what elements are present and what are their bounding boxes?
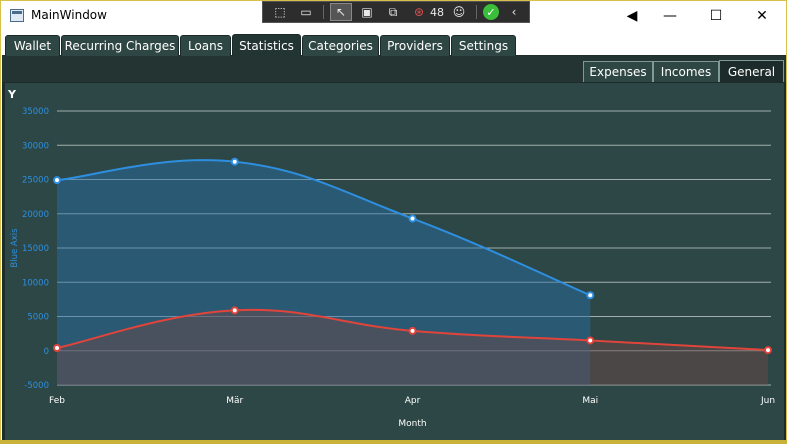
frame-rate-icon[interactable]: ⊛ bbox=[413, 5, 425, 19]
title-bar[interactable]: MainWindow ⬚ ▭ ↖ ▣ ⧉ ⊛ 48 ☺ ✓ ‹ ◀ — ☐ ✕ bbox=[1, 1, 786, 31]
x-tick-label: Feb bbox=[49, 396, 65, 406]
window-title: MainWindow bbox=[31, 8, 107, 22]
series-area-1 bbox=[57, 160, 591, 385]
tab-recurring-charges[interactable]: Recurring Charges bbox=[61, 35, 179, 56]
statistics-chart[interactable]: Y 35000 30000 25000 20000 15000 10000 5000 0 -500… bbox=[5, 83, 784, 442]
tab-categories[interactable]: Categories bbox=[302, 35, 379, 56]
data-point bbox=[408, 214, 417, 223]
data-point bbox=[408, 326, 417, 335]
accessibility-icon[interactable]: ☺ bbox=[452, 5, 466, 19]
main-tab-strip: Wallet Recurring Charges Loans Statistic… bbox=[2, 31, 786, 56]
x-tick-label: Apr bbox=[405, 396, 421, 406]
subtab-incomes[interactable]: Incomes bbox=[653, 61, 719, 82]
track-focus-icon[interactable]: ⧉ bbox=[388, 4, 398, 19]
maximize-button[interactable]: ☐ bbox=[709, 8, 723, 24]
y-tick-label: 30000 bbox=[22, 141, 49, 151]
check-status-icon[interactable]: ✓ bbox=[483, 4, 499, 20]
toolbar-divider bbox=[476, 5, 477, 19]
chart-canvas: Y 35000 30000 25000 20000 15000 10000 5000 0 -500… bbox=[7, 88, 775, 429]
y-tick-label: -5000 bbox=[24, 381, 49, 391]
select-element-icon[interactable]: ⬚ bbox=[274, 5, 286, 19]
video-record-icon[interactable]: ▭ bbox=[300, 5, 312, 19]
y-tick-label: 5000 bbox=[27, 313, 49, 323]
subtab-expenses[interactable]: Expenses bbox=[583, 61, 653, 82]
tab-providers[interactable]: Providers bbox=[380, 35, 450, 56]
data-point bbox=[230, 306, 239, 315]
statistics-sub-tab-strip: Expenses Incomes General bbox=[2, 56, 786, 82]
tab-loans[interactable]: Loans bbox=[180, 35, 231, 56]
series-area-2 bbox=[57, 309, 768, 385]
y-tick-label: 10000 bbox=[22, 278, 49, 288]
data-point bbox=[230, 157, 239, 166]
y-tick-label: 25000 bbox=[22, 176, 49, 186]
x-tick-label: Mai bbox=[582, 396, 598, 406]
data-point bbox=[764, 346, 772, 355]
y-tick-label: 20000 bbox=[22, 210, 49, 220]
statistics-panel: Expenses Incomes General Y 35000 30000 2500… bbox=[2, 56, 786, 444]
x-axis-label: Month bbox=[398, 419, 426, 429]
frame-count: 48 bbox=[430, 5, 444, 19]
data-point bbox=[586, 291, 595, 300]
tab-statistics[interactable]: Statistics bbox=[232, 34, 301, 56]
y-axis-title: Y bbox=[7, 88, 17, 101]
collapse-toolbar-icon[interactable]: ‹ bbox=[511, 5, 517, 19]
data-point bbox=[53, 344, 61, 353]
data-point bbox=[53, 176, 61, 185]
y-tick-label: 0 bbox=[44, 347, 49, 357]
close-button[interactable]: ✕ bbox=[756, 8, 768, 24]
pointer-select-icon[interactable]: ↖ bbox=[330, 3, 352, 21]
data-point bbox=[586, 336, 595, 345]
y-tick-label: 35000 bbox=[22, 107, 49, 117]
subtab-general[interactable]: General bbox=[719, 60, 784, 82]
toolbar-divider bbox=[323, 5, 324, 19]
series-line-1 bbox=[56, 159, 591, 297]
debug-toolbar: ⬚ ▭ ↖ ▣ ⧉ ⊛ 48 ☺ ✓ ‹ bbox=[262, 1, 530, 23]
x-tick-label: Jun bbox=[760, 396, 775, 406]
tab-wallet[interactable]: Wallet bbox=[5, 35, 60, 56]
app-window-icon bbox=[10, 9, 24, 22]
desktop-background-strip bbox=[0, 440, 787, 444]
minimize-button[interactable]: — bbox=[663, 8, 677, 24]
layout-adorner-icon[interactable]: ▣ bbox=[361, 5, 373, 19]
y-tick-label: 15000 bbox=[22, 244, 49, 254]
tab-settings[interactable]: Settings bbox=[451, 35, 516, 56]
y-axis-label: Blue Axis bbox=[10, 228, 20, 268]
back-icon[interactable]: ◀ bbox=[626, 8, 638, 24]
x-tick-label: Mär bbox=[226, 396, 243, 406]
